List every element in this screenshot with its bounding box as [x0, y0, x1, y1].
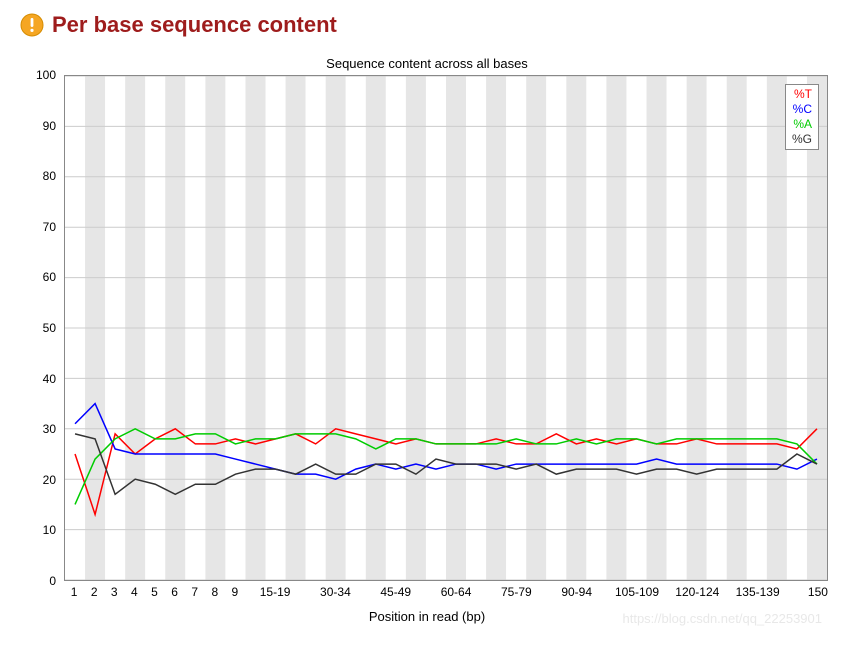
plot-svg [65, 76, 827, 580]
x-tick-label: 120-124 [675, 585, 719, 599]
x-tick-label: 7 [191, 585, 198, 599]
x-tick-label: 2 [91, 585, 98, 599]
x-tick-label: 150 [808, 585, 828, 599]
x-axis-ticks: 123456789 15-19 30-34 45-49 60-64 75-79 90-94 1… [64, 581, 828, 601]
y-tick-label: 50 [43, 321, 56, 335]
x-tick-label: 60-64 [441, 585, 472, 599]
x-tick-label: 30-34 [320, 585, 351, 599]
chart-title: Sequence content across all bases [20, 56, 834, 71]
x-tick-label: 90-94 [561, 585, 592, 599]
y-tick-label: 10 [43, 523, 56, 537]
y-axis-ticks: 0102030405060708090100 [20, 75, 60, 581]
header: Per base sequence content [20, 12, 834, 38]
sequence-content-chart: Sequence content across all bases 0 10 20 3… [20, 56, 834, 624]
y-tick-label: 20 [43, 473, 56, 487]
y-tick-label: 60 [43, 270, 56, 284]
x-tick-label: 1 [71, 585, 78, 599]
y-tick-label: 40 [43, 372, 56, 386]
x-tick-label: 135-139 [736, 585, 780, 599]
page-title: Per base sequence content [52, 12, 337, 38]
x-tick-label: 6 [171, 585, 178, 599]
y-tick-label: 0 [49, 574, 56, 588]
x-tick-label: 4 [131, 585, 138, 599]
plot-area: %T%C%A%G [64, 75, 828, 581]
y-tick-label: 70 [43, 220, 56, 234]
y-tick-label: 90 [43, 119, 56, 133]
chart-legend: %T%C%A%G [785, 84, 819, 150]
x-tick-label: 5 [151, 585, 158, 599]
y-tick-label: 30 [43, 422, 56, 436]
x-tick-label: 9 [232, 585, 239, 599]
x-tick-label: 45-49 [380, 585, 411, 599]
x-tick-label: 75-79 [501, 585, 532, 599]
x-tick-label: 15-19 [260, 585, 291, 599]
x-tick-label: 105-109 [615, 585, 659, 599]
y-tick-label: 80 [43, 169, 56, 183]
legend-item: %T [792, 87, 812, 102]
legend-item: %G [792, 132, 812, 147]
x-tick-label: 3 [111, 585, 118, 599]
warning-icon [20, 13, 44, 37]
x-axis-label: Position in read (bp) [20, 609, 834, 624]
x-tick-label: 8 [211, 585, 218, 599]
legend-item: %C [792, 102, 812, 117]
legend-item: %A [792, 117, 812, 132]
